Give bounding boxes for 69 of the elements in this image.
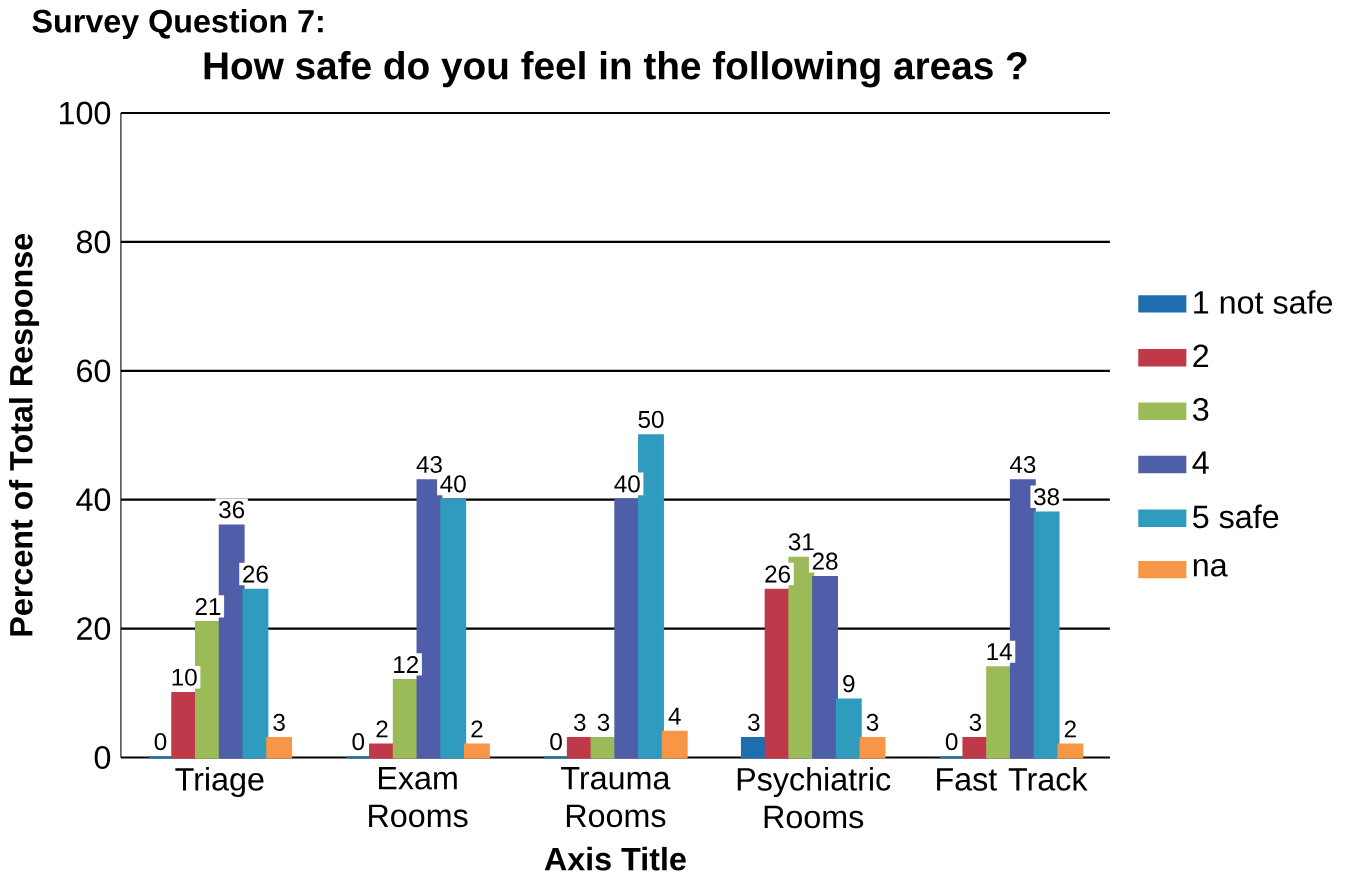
data-label: 50	[638, 411, 664, 429]
data-label: 26	[243, 565, 268, 583]
data-label: 21	[195, 598, 221, 616]
x-tick-label: Trauma Rooms	[561, 767, 671, 828]
legend-label: 4	[1192, 451, 1209, 474]
data-label: 3	[597, 713, 610, 732]
data-label: 3	[748, 713, 760, 732]
data-label: 9	[843, 675, 855, 693]
data-label: 26	[765, 565, 790, 583]
chart-title: How safe do you feel in the following areas ?	[204, 51, 1027, 88]
bar	[266, 737, 293, 759]
bar	[440, 498, 467, 759]
bar	[195, 621, 221, 759]
bar	[1033, 511, 1060, 759]
bar	[1057, 743, 1084, 759]
data-label: 2	[376, 720, 388, 738]
data-label: 0	[352, 733, 365, 751]
data-label: 2	[1064, 720, 1076, 738]
bar	[812, 576, 839, 759]
y-tick-label: 20	[77, 617, 111, 641]
y-tick-label: 0	[94, 746, 111, 770]
y-tick-label: 40	[76, 488, 111, 512]
bar	[464, 743, 490, 759]
data-label: 36	[219, 501, 245, 519]
bar	[740, 737, 767, 759]
data-label: 38	[1034, 488, 1059, 506]
bar	[859, 737, 886, 759]
legend-label: 2	[1193, 344, 1209, 368]
data-label: 3	[573, 713, 586, 732]
y-tick-label: 100	[59, 101, 111, 125]
x-axis-title: Axis Title	[544, 847, 686, 871]
data-label: 10	[172, 668, 197, 687]
data-label: 3	[969, 713, 982, 732]
data-label: 31	[788, 533, 814, 551]
bar	[590, 737, 617, 759]
data-label: 40	[614, 475, 640, 493]
data-label: 43	[1009, 456, 1036, 474]
bar	[835, 698, 862, 759]
bar	[661, 730, 688, 759]
y-tick-label: 60	[77, 359, 111, 383]
legend-label: 5 safe	[1193, 504, 1279, 529]
legend-label: 1 not safe	[1194, 290, 1333, 315]
bar	[392, 679, 419, 759]
data-label: 4	[668, 708, 681, 725]
data-label: 43	[416, 456, 442, 474]
data-label: 0	[550, 733, 562, 751]
y-axis-title: Percent of Total Response	[8, 234, 40, 636]
bar	[986, 666, 1013, 759]
text: Survey Question 7:	[32, 9, 323, 40]
data-label: 28	[812, 552, 838, 571]
data-label: 2	[471, 720, 483, 738]
data-label: 3	[866, 713, 879, 732]
data-label: 14	[987, 643, 1012, 661]
data-label: 0	[154, 733, 167, 751]
y-tick-label: 80	[76, 230, 111, 254]
bar	[614, 498, 641, 759]
x-tick-label: Exam Rooms	[369, 767, 468, 828]
data-label: 12	[394, 656, 418, 674]
bar	[638, 434, 664, 759]
legend-label: na	[1193, 559, 1228, 577]
data-label: 3	[273, 713, 285, 732]
data-label: 0	[945, 733, 958, 751]
x-tick-label: Triage	[175, 767, 264, 798]
bar	[171, 692, 198, 759]
legend-label: 3	[1192, 398, 1209, 422]
x-tick-label: Psychiatric Rooms	[737, 767, 891, 829]
x-tick-label: Fast Track	[937, 767, 1088, 791]
bar	[242, 589, 269, 759]
data-label: 40	[440, 475, 466, 493]
